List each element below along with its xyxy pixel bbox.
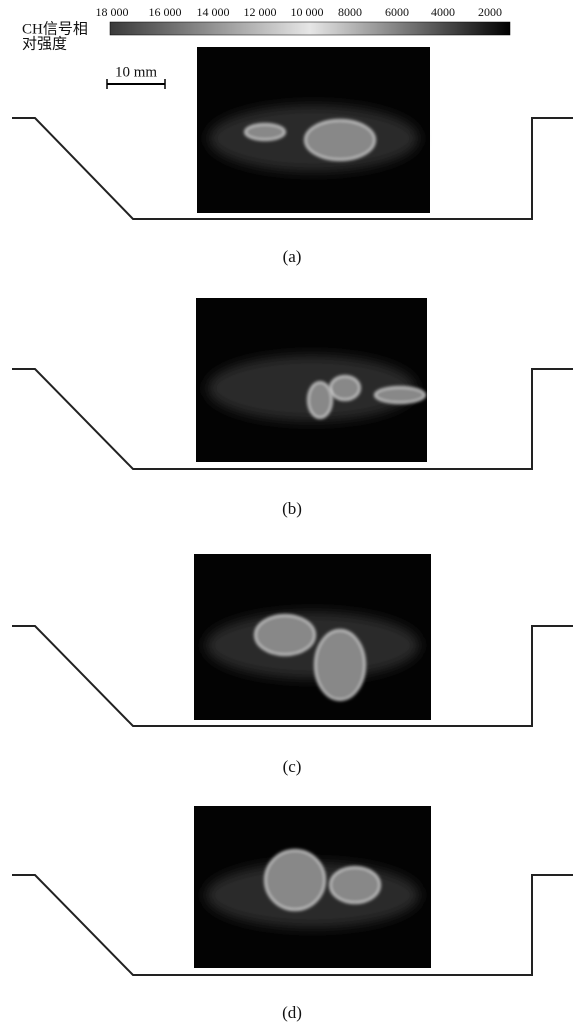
cavity-outline [12, 368, 573, 470]
panel: (a) [12, 47, 573, 266]
colorbar-tick-label: 6000 [385, 5, 409, 19]
colorbar-label: CH信号相 [22, 20, 88, 37]
scale-bar-label: 10 mm [115, 64, 157, 80]
panel: (c) [12, 554, 573, 776]
panel-label: (d) [282, 1003, 302, 1022]
panel-label: (b) [282, 499, 302, 518]
colorbar-label: 对强度 [22, 35, 67, 52]
flame-blob [314, 629, 366, 701]
colorbar-tick-label: 8000 [338, 5, 362, 19]
flame-blob [329, 375, 361, 401]
panel: (b) [12, 298, 573, 518]
panel-label: (c) [283, 757, 302, 776]
colorbar-tick-label: 14 000 [197, 5, 230, 19]
flame-haze [205, 612, 420, 679]
scale-bar: 10 mm [106, 64, 166, 89]
cavity-outline [12, 625, 573, 727]
colorbar-tick-label: 16 000 [149, 5, 182, 19]
colorbar-tick-label: 10 000 [291, 5, 324, 19]
flame-blob [254, 614, 316, 656]
cavity-outline [12, 117, 573, 220]
colorbar [109, 21, 511, 36]
colorbar-tick-label: 4000 [431, 5, 455, 19]
flame-blob [307, 381, 333, 419]
colorbar-tick-label: 12 000 [244, 5, 277, 19]
colorbar-tick-label: 2000 [478, 5, 502, 19]
panel-label: (a) [283, 247, 302, 266]
flame-blob [304, 119, 376, 161]
flame-blob [264, 849, 326, 911]
flame-blob [244, 123, 286, 141]
flame-blob [329, 866, 381, 904]
colorbar-tick-label: 18 000 [96, 5, 129, 19]
cavity-outline [12, 874, 573, 976]
panel: (d) [12, 806, 573, 1022]
flame-blob [374, 386, 426, 404]
